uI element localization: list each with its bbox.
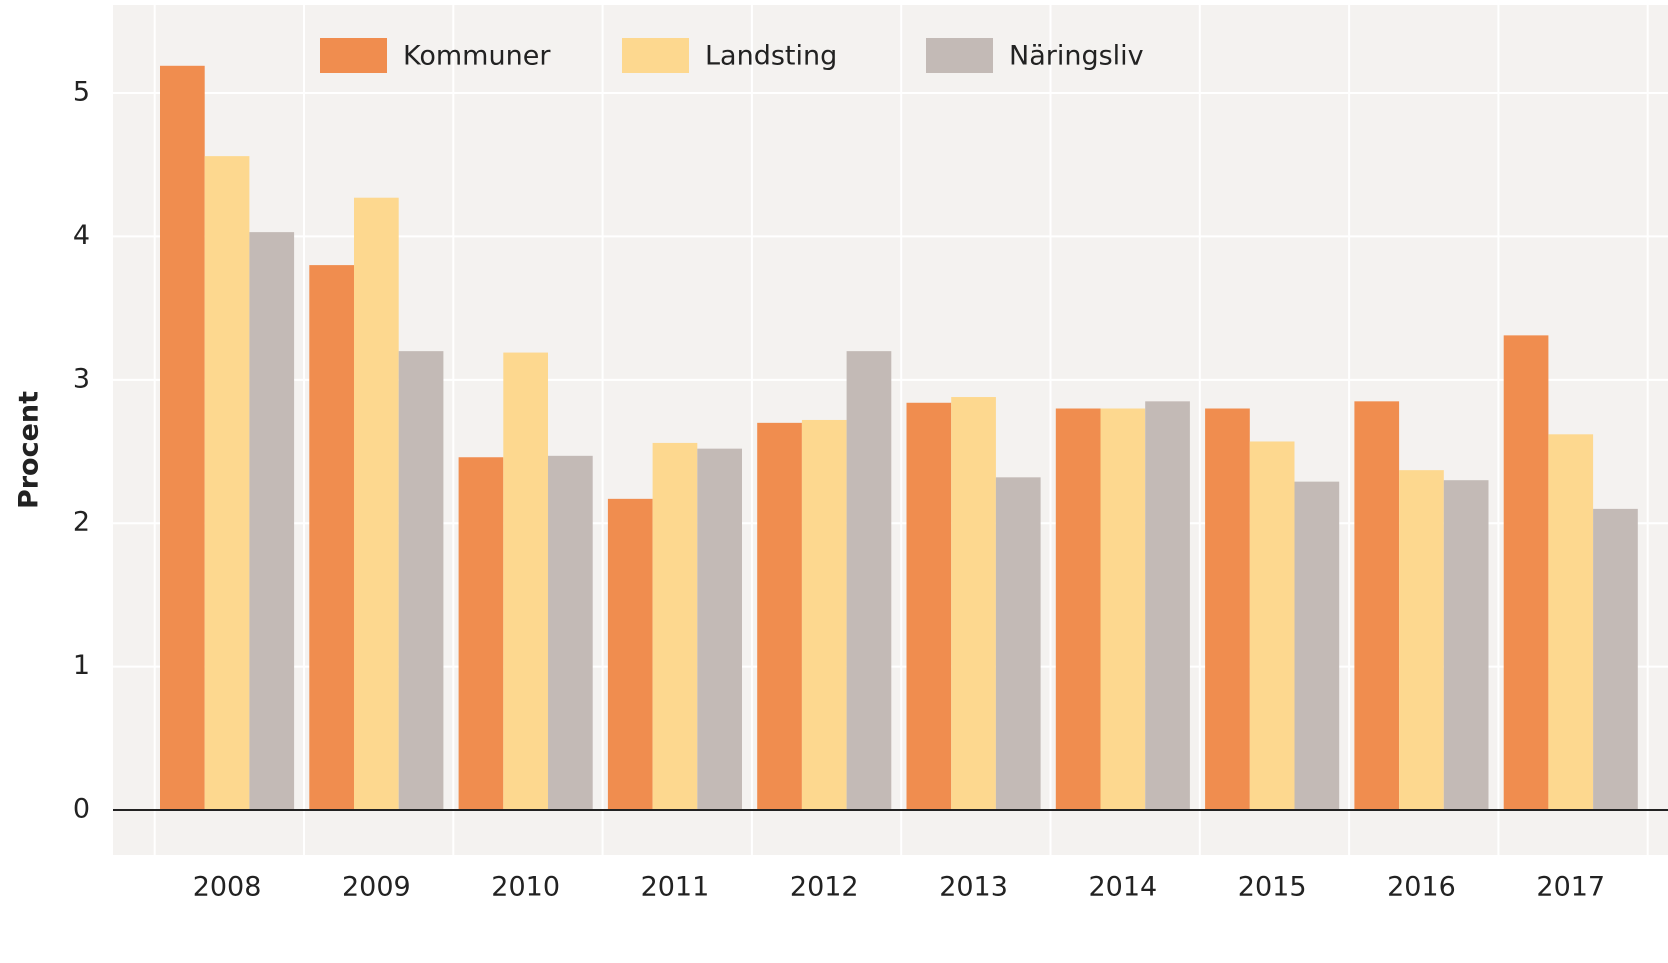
y-tick-label: 4	[73, 220, 90, 251]
bar	[607, 498, 653, 810]
y-tick-label: 5	[73, 77, 90, 108]
bar	[1548, 434, 1594, 810]
bar	[1354, 401, 1400, 810]
bar	[1294, 481, 1340, 810]
bar	[906, 402, 952, 810]
bar	[548, 455, 593, 810]
y-tick-label: 0	[73, 794, 90, 825]
bar	[1055, 408, 1101, 810]
bar	[697, 448, 742, 810]
y-tick-label: 1	[73, 650, 90, 681]
y-tick-label: 3	[73, 363, 90, 394]
legend-label: Kommuner	[403, 41, 551, 72]
legend-swatch	[926, 38, 993, 73]
y-tick-label: 2	[73, 507, 90, 538]
bar	[1205, 408, 1250, 810]
bar	[1399, 470, 1444, 810]
bar	[652, 442, 698, 810]
bar	[458, 457, 504, 810]
x-tick-label: 2013	[939, 872, 1008, 903]
x-tick-label: 2012	[790, 872, 859, 903]
bar	[1249, 441, 1295, 810]
bar	[204, 156, 250, 811]
bar	[846, 351, 892, 810]
bar	[951, 397, 996, 810]
x-tick-label: 2010	[491, 872, 560, 903]
bar	[1593, 508, 1638, 810]
bar	[249, 232, 295, 811]
x-tick-label: 2008	[193, 872, 262, 903]
bar	[398, 351, 444, 810]
bar	[757, 422, 802, 810]
bar	[801, 419, 847, 810]
bar	[354, 197, 399, 810]
bar	[160, 65, 205, 810]
legend-swatch	[622, 38, 689, 73]
x-tick-label: 2011	[641, 872, 710, 903]
bar	[1443, 480, 1489, 810]
legend-swatch	[320, 38, 387, 73]
bar	[1503, 335, 1549, 810]
bar	[309, 265, 354, 810]
bar	[1100, 408, 1146, 810]
x-tick-label: 2016	[1387, 872, 1456, 903]
bar	[503, 352, 548, 810]
x-tick-label: 2017	[1536, 872, 1605, 903]
legend-label: Näringsliv	[1009, 41, 1144, 72]
x-tick-label: 2009	[342, 872, 411, 903]
x-tick-label: 2014	[1088, 872, 1157, 903]
y-axis-label: Procent	[14, 391, 45, 509]
x-tick-label: 2015	[1238, 872, 1307, 903]
legend-label: Landsting	[705, 41, 837, 72]
bar	[1145, 401, 1190, 810]
bar	[995, 477, 1041, 810]
